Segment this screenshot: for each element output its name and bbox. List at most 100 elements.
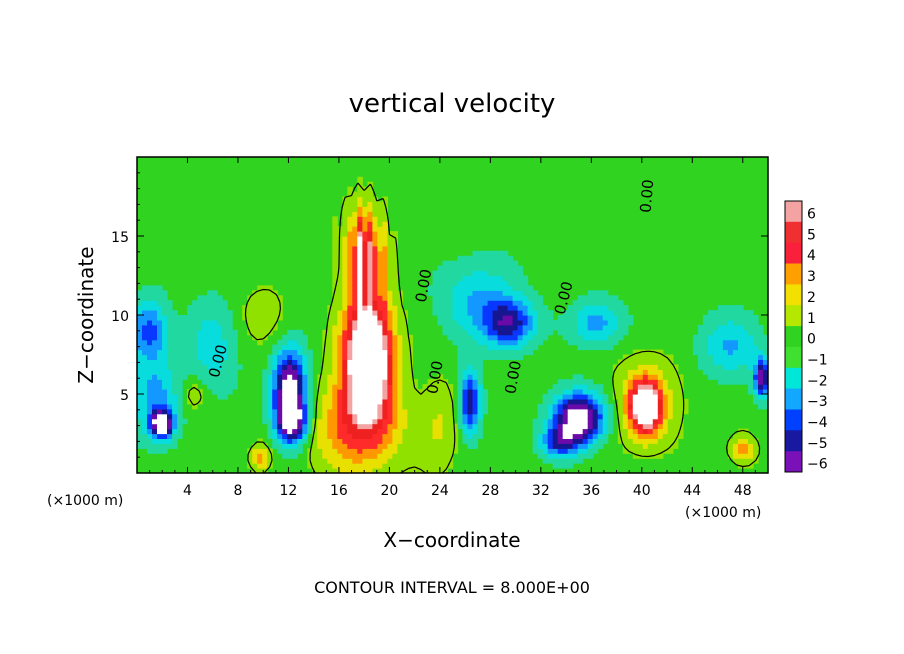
heat-cell	[147, 354, 153, 360]
heat-cell	[387, 458, 393, 464]
heat-cell	[602, 403, 609, 410]
heat-cell	[257, 458, 263, 464]
heat-cell	[382, 231, 388, 237]
heat-cell	[753, 324, 759, 331]
heat-cell	[417, 468, 423, 473]
heat-cell	[607, 310, 614, 316]
heat-cell	[177, 413, 183, 420]
heat-cell	[382, 364, 388, 370]
y-axis-label: Z−coordinate	[74, 246, 98, 383]
heat-cell	[582, 324, 589, 331]
heat-cell	[622, 369, 629, 375]
heat-cell	[267, 403, 273, 410]
heat-cell	[462, 295, 469, 301]
heat-cell	[137, 310, 143, 316]
heat-cell	[642, 408, 649, 415]
heat-cell	[372, 231, 378, 237]
heat-cell	[387, 231, 393, 237]
heat-cell	[617, 418, 624, 425]
heat-cell	[462, 319, 469, 326]
heat-cell	[362, 196, 368, 202]
heat-cell	[577, 315, 584, 321]
heat-cell	[292, 339, 298, 346]
heat-cell	[748, 458, 754, 464]
heat-cell	[612, 334, 619, 341]
heat-cell	[422, 433, 429, 439]
heat-cell	[142, 394, 148, 400]
heat-cell	[452, 310, 459, 316]
heat-cell	[607, 413, 614, 420]
heat-cell	[197, 339, 203, 346]
heat-cell	[382, 300, 388, 306]
heat-cell	[292, 364, 298, 370]
heat-cell	[667, 423, 674, 430]
heat-cell	[567, 324, 574, 331]
heat-cell	[497, 285, 504, 291]
heat-cell	[272, 344, 278, 351]
heat-cell	[337, 265, 343, 272]
heat-cell	[677, 428, 684, 435]
heat-cell	[748, 374, 754, 380]
heat-cell	[382, 255, 388, 262]
heat-cell	[382, 403, 388, 410]
heat-cell	[347, 305, 353, 311]
heat-cell	[377, 453, 383, 459]
heat-cell	[427, 433, 434, 439]
heat-cell	[212, 384, 218, 390]
heat-cell	[592, 438, 599, 444]
heat-cell	[177, 394, 183, 400]
heat-cell	[592, 344, 599, 351]
heat-cell	[327, 438, 333, 444]
heat-cell	[497, 339, 504, 346]
heat-cell	[763, 403, 768, 410]
heat-cell	[412, 458, 418, 464]
heat-cell	[377, 245, 383, 252]
heat-cell	[597, 339, 604, 346]
heat-cell	[567, 423, 574, 430]
heat-cell	[387, 245, 393, 252]
heat-cell	[172, 339, 178, 346]
heat-cell	[352, 250, 358, 257]
heat-cell	[327, 423, 333, 430]
heat-cell	[612, 329, 619, 336]
heat-cell	[212, 329, 218, 336]
heat-cell	[557, 389, 564, 395]
heat-cell	[472, 295, 479, 301]
heat-cell	[352, 423, 358, 430]
heat-cell	[182, 324, 188, 331]
heat-cell	[352, 349, 358, 356]
heat-cell	[512, 285, 519, 291]
heat-cell	[572, 319, 579, 326]
heat-cell	[472, 428, 479, 435]
heat-cell	[202, 305, 208, 311]
heat-cell	[372, 255, 378, 262]
heat-cell	[302, 389, 308, 395]
heat-cell	[637, 423, 644, 430]
heat-cell	[467, 413, 474, 420]
heat-cell	[758, 344, 764, 351]
heat-cell	[647, 379, 654, 385]
heat-cell	[177, 403, 183, 410]
heat-cell	[502, 354, 509, 360]
heat-cell	[187, 315, 193, 321]
heat-cell	[217, 300, 223, 306]
heat-cell	[287, 428, 293, 435]
heat-cell	[397, 463, 403, 469]
heat-cell	[462, 423, 469, 430]
heat-cell	[652, 394, 659, 400]
heat-cell	[407, 448, 413, 454]
heat-cell	[192, 359, 198, 365]
heat-cell	[152, 443, 158, 449]
heat-cell	[657, 359, 664, 365]
heat-cell	[367, 438, 373, 444]
heat-cell	[362, 354, 368, 360]
heat-cell	[727, 379, 734, 385]
heat-cell	[367, 196, 373, 202]
heat-cell	[382, 319, 388, 326]
heat-cell	[242, 305, 248, 311]
heat-cell	[492, 324, 499, 331]
heat-cell	[297, 413, 303, 420]
heat-cell	[662, 423, 669, 430]
heat-cell	[267, 408, 273, 415]
heat-cell	[477, 315, 484, 321]
